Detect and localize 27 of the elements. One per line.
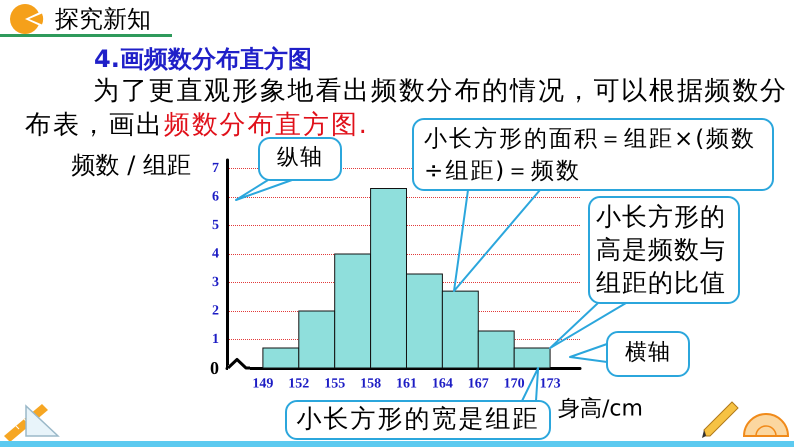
annotation: 小长方形的面积＝组距×(频数÷组距)＝频数 — [424, 126, 756, 184]
annotation: 小长方形的宽是组距 — [296, 404, 540, 433]
text: 横轴 — [625, 340, 671, 365]
y-tick-label: 4 — [212, 246, 219, 262]
text: 频数分布直方图. — [164, 110, 369, 140]
x-tick-label: 167 — [468, 376, 489, 392]
y-tick-label: 0 — [210, 358, 219, 378]
y-tick-label: 2 — [212, 304, 219, 319]
annotation: 纵轴 — [277, 145, 323, 170]
text: 探究新知 — [55, 5, 151, 33]
chart-title: 4.画频数分布直方图 — [94, 45, 312, 73]
y-tick-label: 6 — [212, 190, 219, 205]
x-tick-label: 173 — [540, 376, 561, 392]
x-tick-label: 155 — [324, 376, 346, 392]
y-tick-label: 1 — [212, 332, 219, 348]
x-tick-label: 161 — [396, 376, 417, 392]
x-tick-label: 164 — [432, 376, 453, 392]
x-tick-label: 152 — [288, 376, 310, 392]
y-tick-label: 5 — [212, 218, 219, 234]
x-tick-label: 170 — [504, 376, 525, 392]
annotation: 小长方形的高是频数与组距的比值 — [596, 202, 726, 297]
x-tick-label: 158 — [360, 376, 382, 392]
y-axis-title: 频数 / 组距 — [72, 151, 191, 179]
x-tick-label: 149 — [252, 376, 274, 392]
y-tick-label: 3 — [212, 275, 219, 290]
x-axis-title: 身高/cm — [558, 396, 643, 422]
y-tick-label: 7 — [212, 161, 219, 176]
